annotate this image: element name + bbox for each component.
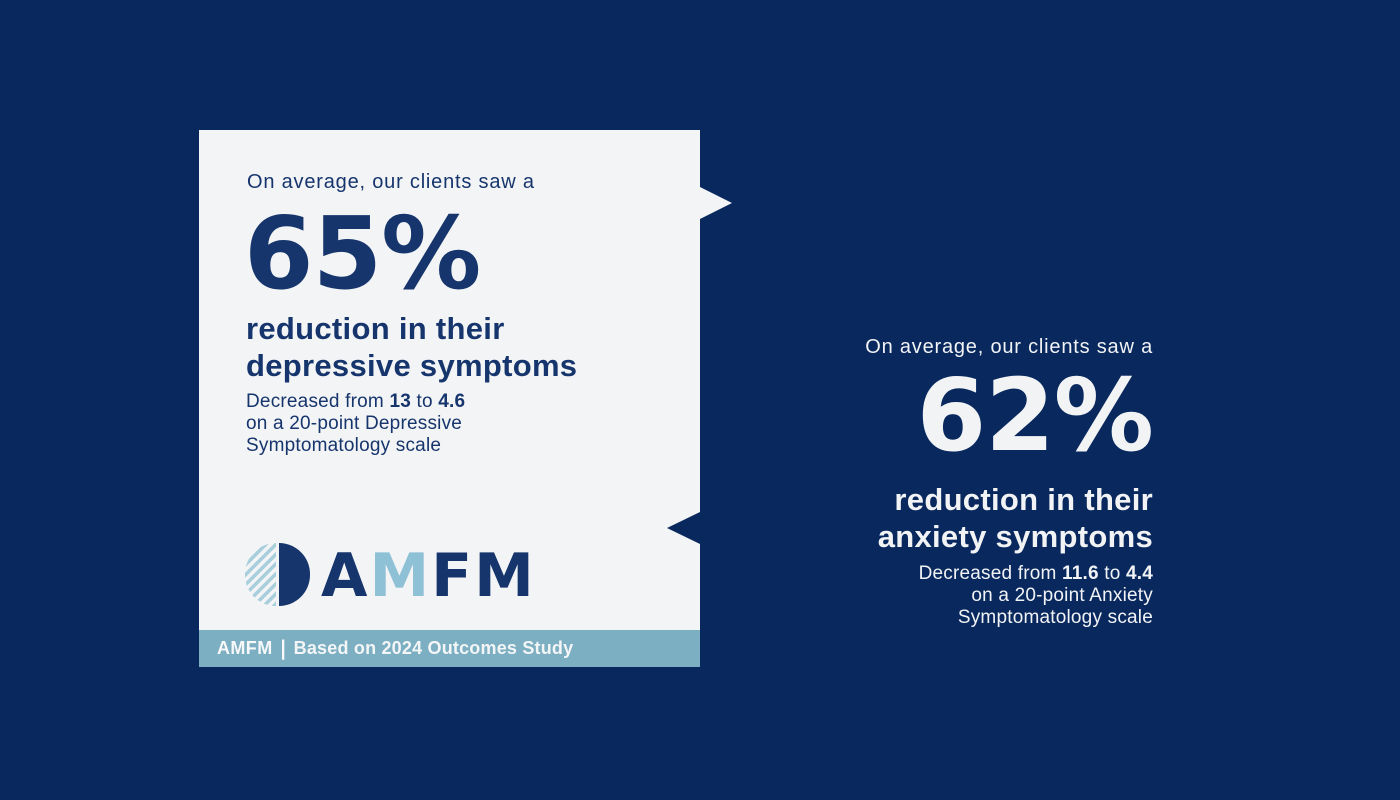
- amfm-logo: AMFM: [245, 542, 536, 606]
- card-footer-bar: AMFM | Based on 2024 Outcomes Study: [199, 630, 700, 667]
- anxiety-detail-line3: Symptomatology scale: [957, 607, 1153, 629]
- detail-prefix: Decreased from: [918, 563, 1063, 585]
- detail-prefix: Decreased from: [246, 391, 390, 412]
- depression-headline-line2: depressive symptoms: [246, 348, 578, 384]
- amfm-logo-icon: [245, 542, 311, 606]
- anxiety-stat-value: 62%: [916, 357, 1154, 474]
- footer-divider: |: [280, 635, 286, 660]
- anxiety-headline-line1: reduction in their: [894, 482, 1153, 517]
- anxiety-detail-line1: Decreased from 11.6 to 4.4: [693, 563, 1153, 585]
- card-intro-text: On average, our clients saw a: [247, 171, 535, 193]
- logo-striped-half-icon: [245, 542, 276, 606]
- speech-tail-right-icon: [700, 187, 732, 219]
- anxiety-detail-line2: on a 20-point Anxiety: [971, 585, 1153, 607]
- detail-to-value: 4.4: [1125, 563, 1153, 585]
- depression-stats-card: On average, our clients saw a 65% reduct…: [199, 130, 732, 667]
- depression-detail: Decreased from 13 to 4.6 on a 20-point D…: [246, 391, 465, 457]
- anxiety-headline: reduction in their anxiety symptoms: [693, 481, 1153, 555]
- wordmark-letter-m1: M: [369, 541, 432, 611]
- depression-detail-line1: Decreased from 13 to 4.6: [246, 391, 465, 413]
- detail-from-value: 11.6: [1062, 563, 1099, 585]
- amfm-wordmark: AMFM: [321, 546, 536, 606]
- anxiety-headline-line2: anxiety symptoms: [877, 519, 1153, 555]
- footer-brand: AMFM: [217, 638, 273, 658]
- depression-detail-line3: Symptomatology scale: [246, 435, 442, 457]
- detail-connector: to: [1098, 563, 1126, 585]
- speech-tail-left-icon: [667, 512, 700, 544]
- detail-to-value: 4.6: [438, 391, 466, 412]
- detail-from-value: 13: [389, 391, 411, 412]
- depression-stat-value: 65%: [244, 195, 481, 312]
- footer-note: Based on 2024 Outcomes Study: [293, 638, 574, 658]
- wordmark-letter-m2: M: [474, 541, 536, 611]
- panel-intro-text: On average, our clients saw a: [865, 336, 1153, 358]
- depression-headline-line1: reduction in their: [246, 311, 505, 346]
- wordmark-letter-a: A: [321, 541, 370, 611]
- anxiety-stats-panel: On average, our clients saw a 62% reduct…: [693, 336, 1154, 629]
- logo-solid-half-icon: [279, 542, 310, 606]
- depression-headline: reduction in their depressive symptoms: [246, 310, 577, 384]
- depression-detail-line2: on a 20-point Depressive: [246, 413, 463, 435]
- anxiety-detail: Decreased from 11.6 to 4.4 on a 20-point…: [693, 563, 1153, 629]
- wordmark-letter-f: F: [431, 541, 475, 611]
- detail-connector: to: [411, 391, 439, 412]
